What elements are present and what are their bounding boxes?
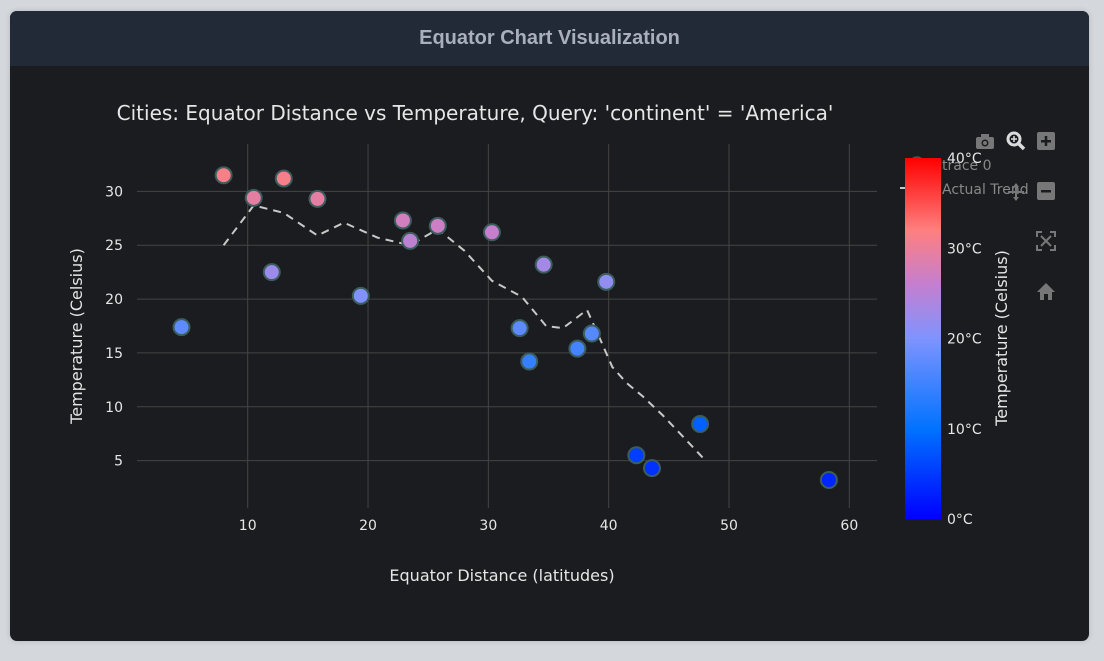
- colorbar-gradient: [905, 158, 941, 519]
- axis-ticks: 10 20 30 40 50 60 5 10 15 20 25 30: [105, 184, 858, 534]
- x-axis-title: Equator Distance (latitudes): [389, 566, 614, 585]
- data-point[interactable]: [401, 231, 420, 250]
- reset-axes-icon[interactable]: [1037, 283, 1055, 300]
- colorbar-ticks: 0°C 10°C 20°C 30°C 40°C: [947, 151, 982, 528]
- pan-icon[interactable]: [1008, 183, 1024, 201]
- data-point[interactable]: [244, 188, 263, 207]
- y-tick-label: 10: [105, 400, 123, 416]
- zoom-icon[interactable]: [1006, 131, 1026, 151]
- data-point[interactable]: [393, 211, 412, 230]
- page-title: Equator Chart Visualization: [419, 27, 680, 49]
- grid-lines: [137, 144, 877, 508]
- data-point[interactable]: [274, 169, 293, 188]
- x-tick-label: 30: [479, 518, 497, 534]
- colorbar-tick-label: 10°C: [947, 422, 982, 438]
- data-point[interactable]: [568, 339, 587, 358]
- colorbar-title: Temperature (Celsius): [992, 250, 1011, 427]
- chart-title: Cities: Equator Distance vs Temperature,…: [117, 101, 834, 125]
- data-point[interactable]: [172, 318, 191, 337]
- data-point[interactable]: [308, 189, 327, 208]
- colorbar-tick-label: 40°C: [947, 151, 982, 167]
- x-tick-label: 20: [359, 518, 377, 534]
- x-tick-label: 60: [840, 518, 858, 534]
- legend-label-trace-0[interactable]: trace 0: [942, 158, 992, 174]
- legend-label-actual-trend[interactable]: Actual Trend: [942, 182, 1029, 198]
- colorbar-tick-label: 30°C: [947, 241, 982, 257]
- data-point[interactable]: [582, 324, 601, 343]
- y-tick-label: 30: [105, 184, 123, 200]
- data-point[interactable]: [534, 255, 553, 274]
- camera-icon[interactable]: [976, 134, 994, 149]
- zoom-out-icon[interactable]: [1037, 182, 1055, 200]
- card-header: Equator Chart Visualization: [10, 11, 1089, 66]
- data-point[interactable]: [627, 446, 646, 465]
- colorbar-tick-label: 20°C: [947, 332, 982, 348]
- data-point[interactable]: [214, 166, 233, 185]
- data-point[interactable]: [482, 223, 501, 242]
- x-tick-label: 10: [239, 518, 257, 534]
- y-tick-label: 25: [105, 238, 123, 254]
- points-layer: [172, 166, 838, 489]
- y-tick-label: 5: [114, 454, 123, 470]
- x-tick-label: 50: [720, 518, 738, 534]
- data-point[interactable]: [819, 471, 838, 489]
- x-tick-label: 40: [600, 518, 618, 534]
- data-point[interactable]: [597, 272, 616, 291]
- y-axis-title: Temperature (Celsius): [67, 248, 86, 425]
- data-point[interactable]: [428, 216, 447, 235]
- y-tick-label: 20: [105, 292, 123, 308]
- chart-card: Equator Chart Visualization Cities: Equa…: [10, 11, 1089, 641]
- colorbar-tick-label: 0°C: [947, 512, 973, 528]
- y-tick-label: 15: [105, 346, 123, 362]
- colorbar: 0°C 10°C 20°C 30°C 40°C Temperature (Celsius…: [905, 151, 1011, 528]
- autoscale-icon[interactable]: [1036, 231, 1056, 251]
- trend-line: [222, 204, 704, 459]
- data-point[interactable]: [510, 319, 529, 338]
- data-point[interactable]: [691, 415, 710, 433]
- data-point[interactable]: [520, 352, 539, 371]
- trend-layer: [222, 204, 704, 459]
- zoom-in-icon[interactable]: [1037, 132, 1055, 150]
- scatter-chart[interactable]: Cities: Equator Distance vs Temperature,…: [10, 11, 1089, 641]
- data-point[interactable]: [262, 263, 281, 282]
- data-point[interactable]: [642, 459, 661, 478]
- modebar[interactable]: [976, 131, 1056, 300]
- data-point[interactable]: [351, 286, 370, 305]
